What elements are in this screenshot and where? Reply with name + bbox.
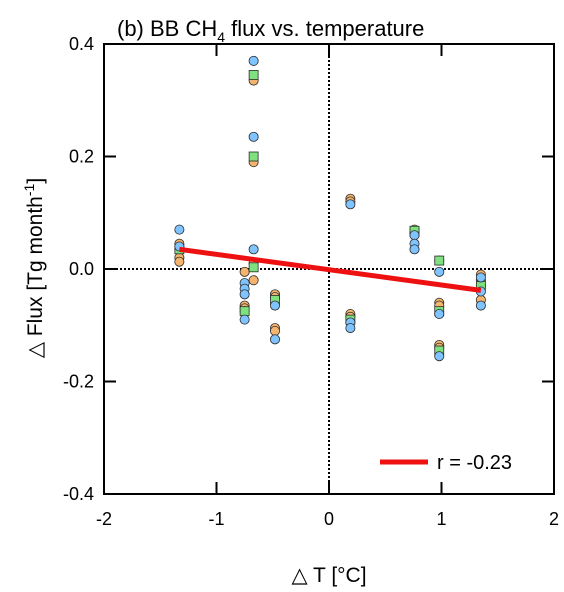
blue-circle-point [239,314,250,325]
x-tick-label: 1 [436,509,446,529]
orange-circle-point [239,266,250,277]
x-axis-title: △ T [°C] [291,564,366,587]
orange-circle-point [248,275,259,286]
y-axis-title-superscript: -1 [21,183,37,196]
blue-circle-point [248,131,259,142]
blue-circle-point [434,266,445,277]
blue-circle-point [269,334,280,345]
orange-circle-point [174,256,185,267]
chart-title: (b) BB CH4 flux vs. temperature [117,16,424,45]
green-square-point [248,151,259,162]
green-square-point [248,262,259,273]
green-square-point [248,70,259,80]
blue-circle-point [475,300,486,311]
y-tick-label: -0.2 [63,372,94,392]
plot-frame [103,43,555,495]
x-tick-label: -2 [96,509,112,529]
blue-circle-point [269,300,280,311]
legend-label: r = -0.23 [437,452,512,474]
x-tick-label: -1 [208,509,224,529]
blue-circle-point [174,224,185,235]
y-tick-label: 0.2 [69,147,94,167]
blue-circle-point [409,244,420,255]
blue-circle-point [475,272,486,283]
y-tick-label: 0.0 [69,259,94,279]
plot-area: -2 -1 0 1 2 -0.4 -0.2 0.0 0.2 0.4 r = -0.23 [63,34,559,529]
green-square-point [239,306,250,317]
y-axis-title: △ Flux [Tg month-1] [21,178,47,358]
green-square-point [434,255,445,266]
blue-circle-point [248,55,259,66]
title-subscript: 4 [217,29,225,45]
orange-circle-point [269,325,280,336]
regression-line [179,246,482,293]
y-tick-label: 0.4 [69,34,94,54]
title-rest: flux vs. temperature [225,16,424,41]
y-axis-title-end: ] [24,178,47,184]
blue-circle-point [345,199,356,210]
blue-circle-point [239,289,250,300]
x-tick-label: 0 [324,509,334,529]
blue-circle-point [409,230,420,241]
blue-circle-point [345,323,356,334]
y-tick-label: -0.4 [63,484,94,504]
blue-circle-point [248,244,259,255]
blue-circle-point [434,308,445,319]
blue-circle-point [434,351,445,362]
x-tick-label: 2 [549,509,559,529]
